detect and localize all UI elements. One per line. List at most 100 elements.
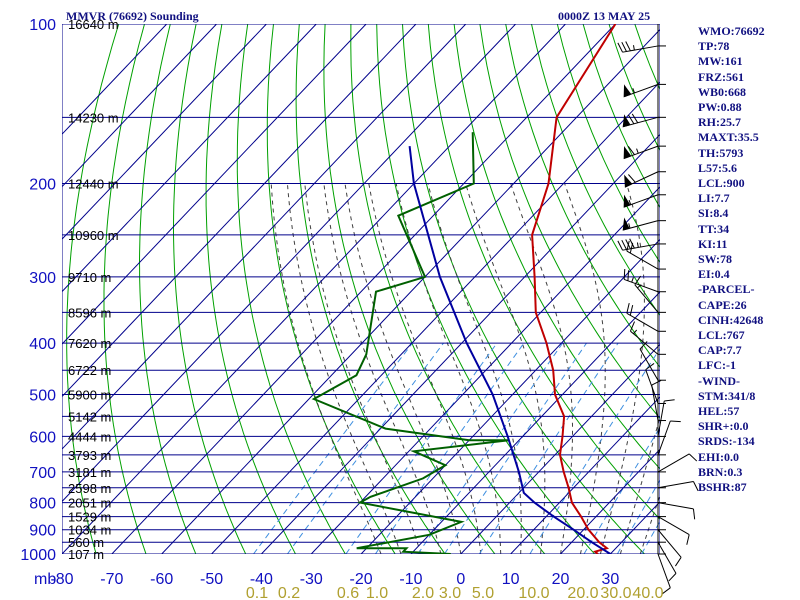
- moist-adiabat: [564, 183, 606, 554]
- temperature-tick-label: -80: [50, 571, 73, 588]
- index-item: PW:0.88: [698, 100, 742, 115]
- isotherm: [460, 343, 660, 554]
- mixing-ratio-line: [478, 342, 619, 554]
- isotherm: [111, 24, 616, 554]
- wind-half-feather: [636, 242, 639, 248]
- wind-feather: [693, 481, 699, 492]
- wind-barb: [657, 502, 696, 520]
- dry-adiabat: [173, 24, 247, 554]
- height-label: 3793 m: [68, 448, 111, 463]
- pressure-tick-label: 100: [29, 17, 56, 34]
- mixing-ratio-label: 0.2: [278, 585, 300, 600]
- index-item: RH:25.7: [698, 115, 741, 130]
- moist-adiabat: [619, 414, 660, 554]
- height-label: 14230 m: [68, 110, 119, 125]
- wind-barb: [651, 379, 666, 422]
- temperature-tick-label: -10: [399, 571, 422, 588]
- isotherm: [211, 81, 660, 554]
- index-item: TP:78: [698, 39, 730, 54]
- index-item: L57:5.6: [698, 160, 737, 175]
- wind-shaft: [626, 250, 659, 270]
- wind-shaft: [651, 384, 659, 421]
- wind-feather: [629, 321, 636, 332]
- wind-shaft: [630, 330, 659, 355]
- index-item: LFC:-1: [698, 358, 736, 373]
- index-item: SHR+:0.0: [698, 419, 749, 434]
- pressure-tick-label: 900: [29, 523, 56, 540]
- height-label: 3181 m: [68, 465, 111, 480]
- wind-feather: [624, 85, 632, 95]
- height-label: 4444 m: [68, 429, 111, 444]
- wind-shaft: [657, 529, 682, 558]
- dry-adiabat: [236, 24, 346, 554]
- wind-feather: [624, 147, 632, 157]
- isotherm: [62, 24, 417, 398]
- isotherm: [62, 24, 267, 240]
- height-label: 9710 m: [68, 270, 111, 285]
- wind-feather: [634, 275, 642, 286]
- wind-feather: [692, 508, 696, 520]
- wind-feather: [623, 268, 626, 280]
- chart-time: 0000Z 13 MAY 25: [558, 9, 650, 23]
- temperature-tick-label: 0: [456, 571, 465, 588]
- height-label: 2598 m: [68, 481, 111, 496]
- moist-adiabat: [510, 183, 573, 554]
- wind-barb: [624, 171, 666, 188]
- wind-half-feather: [631, 277, 634, 283]
- dry-adiabat: [427, 24, 660, 521]
- height-label: 16640 m: [68, 17, 119, 32]
- wind-barb: [657, 541, 677, 582]
- index-item: HEL:57: [698, 404, 740, 419]
- isotherm: [261, 133, 660, 554]
- wind-half-feather: [633, 329, 638, 335]
- mixing-ratio-line: [583, 426, 660, 554]
- wind-feather: [626, 303, 630, 314]
- index-item: BRN:0.3: [698, 464, 743, 479]
- wind-barb: [626, 303, 666, 332]
- mixing-ratio-label: 20.0: [567, 585, 598, 600]
- wind-barb: [657, 420, 681, 456]
- temperature-tick-label: -50: [200, 571, 223, 588]
- wind-barb: [623, 268, 666, 293]
- background-lines: [66, 24, 660, 554]
- wind-shaft: [624, 278, 659, 293]
- wind-half-feather: [628, 199, 632, 205]
- temperature-tick-label: -30: [300, 571, 323, 588]
- wind-feather: [627, 270, 630, 281]
- wind-feather: [617, 42, 623, 53]
- mixing-ratio-label: 1.0: [366, 585, 388, 600]
- wind-barb: [657, 516, 690, 545]
- mixing-ratio-label: 0.6: [337, 585, 359, 600]
- wind-shaft: [657, 502, 694, 510]
- isotherm: [310, 186, 660, 554]
- wind-barb: [623, 145, 666, 160]
- wind-half-feather: [633, 45, 635, 51]
- wind-pennant: [622, 217, 630, 231]
- dry-adiabat: [350, 24, 546, 554]
- wind-feather: [624, 175, 633, 185]
- wind-barb: [657, 529, 682, 567]
- mixing-ratio-label: 5.0: [472, 585, 494, 600]
- index-item: -PARCEL-: [698, 282, 755, 297]
- wind-shaft: [657, 453, 690, 473]
- wind-feather: [639, 341, 648, 350]
- index-item: CINH:42648: [698, 312, 764, 327]
- index-item: LCL:767: [698, 328, 745, 343]
- wind-shaft: [657, 420, 671, 456]
- wind-shaft: [657, 400, 665, 437]
- moist-adiabat: [304, 183, 422, 554]
- index-item: LI:7.7: [698, 191, 730, 206]
- wind-feather: [670, 420, 681, 423]
- pressure-unit-label: mb: [34, 571, 56, 588]
- wind-barb: [623, 194, 666, 208]
- wind-shaft: [639, 348, 659, 381]
- temperature-tick-label: 10: [502, 571, 520, 588]
- wind-barb: [622, 113, 666, 128]
- wind-feather: [645, 363, 655, 371]
- wind-shaft: [626, 312, 659, 332]
- wind-pennant: [623, 194, 631, 208]
- wind-barb: [657, 553, 671, 595]
- mixing-ratio-label: 30.0: [600, 585, 631, 600]
- pressure-tick-label: 200: [29, 177, 56, 194]
